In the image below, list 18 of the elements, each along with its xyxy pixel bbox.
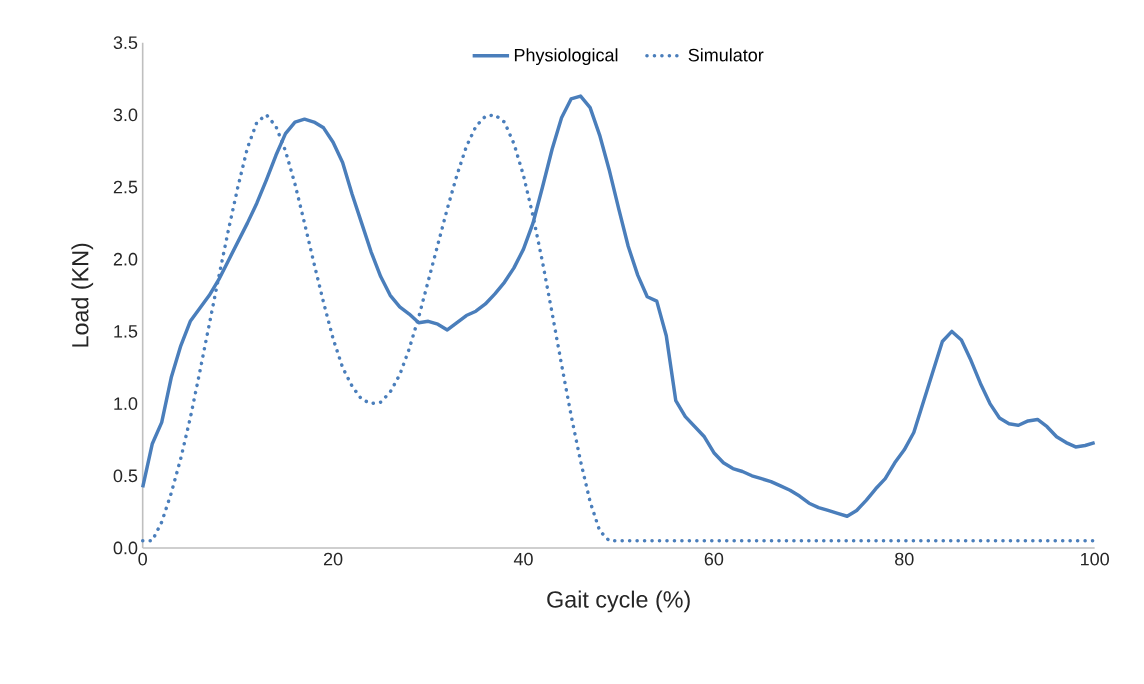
x-tick-label: 20	[323, 552, 343, 566]
x-axis-title: Gait cycle (%)	[547, 590, 690, 613]
y-tick-label: 3.0	[113, 108, 138, 122]
y-tick-label: 3.5	[113, 36, 138, 50]
x-tick-label: 100	[1081, 552, 1109, 566]
x-tick-label: 0	[138, 552, 147, 566]
x-tick-label: 60	[704, 552, 724, 566]
y-tick-label: 1.0	[114, 397, 138, 410]
y-axis-title: Load (KN)	[71, 243, 94, 347]
y-tick-label: 0.0	[113, 541, 138, 555]
y-tick-label: 0.5	[113, 469, 138, 483]
legend-label: Simulator	[688, 48, 764, 62]
x-tick-label: 80	[895, 552, 914, 566]
y-tick-label: 2.0	[113, 252, 138, 266]
y-tick-label: 2.5	[113, 180, 138, 194]
x-tick-label: 40	[513, 552, 533, 566]
legend-label: Physiological	[514, 48, 618, 66]
y-tick-label: 1.5	[114, 325, 138, 338]
